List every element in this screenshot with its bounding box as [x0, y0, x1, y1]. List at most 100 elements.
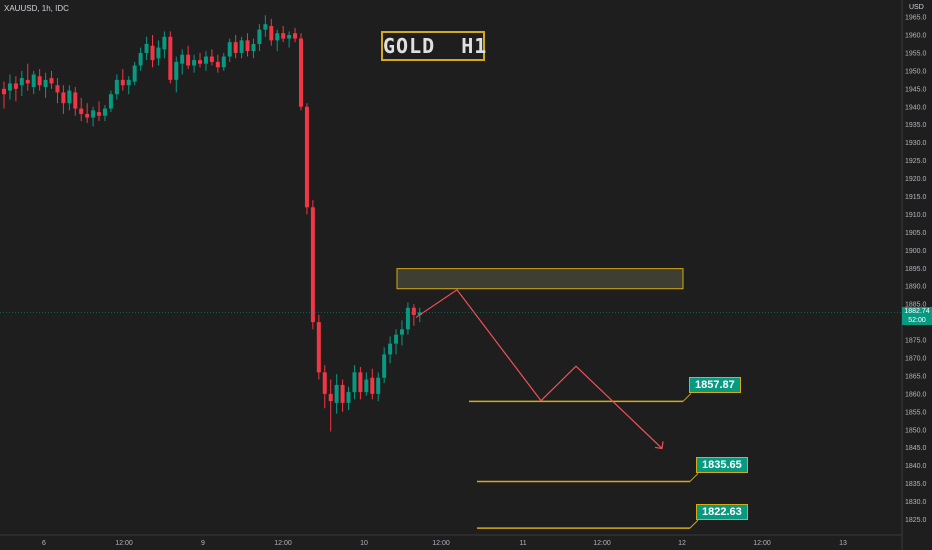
candle — [310, 200, 315, 330]
candle-body — [310, 207, 315, 323]
candle — [281, 26, 286, 43]
candle-body — [293, 33, 298, 39]
candle — [304, 103, 309, 215]
candle-body — [364, 379, 369, 393]
candle-body — [97, 112, 102, 116]
candlesticks — [2, 15, 422, 432]
resistance-zone-box[interactable] — [396, 268, 684, 290]
projection-arrowhead — [654, 441, 664, 450]
level-label-3[interactable]: 1822.63 — [696, 504, 748, 521]
candle — [79, 97, 84, 122]
current-price-badge: 1882.74 52:00 — [902, 307, 932, 326]
candle-body — [120, 79, 125, 86]
candle — [102, 104, 107, 122]
candle-body — [269, 26, 274, 41]
chart-title: GOLD H1 — [381, 31, 486, 61]
candle-body — [85, 113, 90, 118]
price-tick-label: 1925.0 — [905, 158, 927, 165]
candle-body — [405, 307, 410, 330]
candle — [316, 314, 321, 380]
candle — [227, 38, 232, 62]
candle-body — [55, 85, 60, 93]
candle-body — [144, 43, 149, 53]
candle — [257, 24, 262, 52]
candle-body — [91, 110, 96, 118]
projection-path[interactable] — [415, 288, 664, 450]
candle — [114, 74, 119, 100]
candle-body — [352, 372, 357, 393]
candle — [334, 374, 339, 414]
price-tick-label: 1895.0 — [905, 266, 927, 273]
level-label-2[interactable]: 1835.65 — [696, 457, 748, 474]
price-tick-label: 1850.0 — [905, 427, 927, 434]
candle-body — [346, 392, 351, 403]
candle-body — [209, 56, 214, 62]
candle-body — [79, 108, 84, 114]
time-tick-label: 11 — [519, 540, 526, 547]
candle — [394, 329, 399, 355]
time-axis[interactable]: 6 12:00 9 12:00 10 12:00 11 12:00 12 12:00 13 — [42, 540, 847, 547]
time-tick-label: 12:00 — [753, 540, 771, 547]
candle — [388, 336, 393, 364]
candle-body — [388, 343, 393, 355]
candle — [97, 101, 102, 122]
candle — [198, 52, 203, 68]
currency-label: USD — [909, 4, 924, 11]
time-tick-label: 12:00 — [432, 540, 450, 547]
price-tick-label: 1960.0 — [905, 32, 927, 39]
candle — [186, 45, 191, 70]
candle-body — [227, 42, 232, 57]
candle — [13, 76, 18, 102]
support-levels[interactable] — [469, 393, 699, 529]
candle — [126, 76, 131, 95]
candle-body — [108, 94, 113, 109]
candle-body — [61, 92, 66, 104]
candle-body — [257, 29, 262, 44]
level-label-1[interactable]: 1857.87 — [689, 377, 741, 394]
candle-body — [67, 90, 72, 104]
candle — [43, 72, 48, 98]
price-tick-label: 1840.0 — [905, 463, 927, 470]
bar-countdown: 52:00 — [908, 317, 926, 325]
candle — [209, 49, 214, 66]
candle-body — [251, 43, 256, 52]
candle — [85, 103, 90, 123]
candle-body — [316, 322, 321, 373]
price-tick-label: 1865.0 — [905, 373, 927, 380]
candle — [91, 106, 96, 127]
candle-body — [162, 36, 167, 50]
candle-body — [150, 45, 155, 61]
candle — [37, 69, 42, 91]
price-tick-label: 1920.0 — [905, 176, 927, 183]
candle-body — [138, 52, 143, 66]
symbol-label[interactable]: XAUUSD, 1h, IDC — [4, 4, 69, 13]
candle-body — [215, 61, 220, 68]
candle — [376, 372, 381, 402]
price-axis[interactable]: 1825.0 1830.0 1835.0 1840.0 1845.0 1850.0 1855… — [905, 15, 927, 524]
price-tick-label: 1965.0 — [905, 15, 927, 22]
candle-body — [43, 79, 48, 88]
candle-body — [417, 312, 422, 315]
price-tick-label: 1890.0 — [905, 284, 927, 291]
candle-body — [7, 83, 12, 91]
candle-body — [281, 33, 286, 39]
current-price-value: 1882.74 — [904, 308, 930, 316]
projection-polyline[interactable] — [415, 288, 663, 449]
price-tick-label: 1945.0 — [905, 86, 927, 93]
candle — [275, 29, 280, 52]
price-tick-label: 1940.0 — [905, 104, 927, 111]
time-tick-label: 13 — [839, 540, 847, 547]
candle — [299, 33, 303, 111]
resistance-zone[interactable] — [396, 268, 684, 290]
candle-body — [180, 54, 185, 64]
candle-body — [334, 384, 339, 403]
candle-body — [221, 56, 226, 68]
price-tick-label: 1835.0 — [905, 481, 927, 488]
candle — [352, 365, 357, 400]
candle — [251, 38, 256, 59]
price-tick-label: 1875.0 — [905, 338, 927, 345]
level-label-connector — [689, 519, 699, 529]
price-tick-label: 1915.0 — [905, 194, 927, 201]
price-tick-label: 1935.0 — [905, 122, 927, 129]
